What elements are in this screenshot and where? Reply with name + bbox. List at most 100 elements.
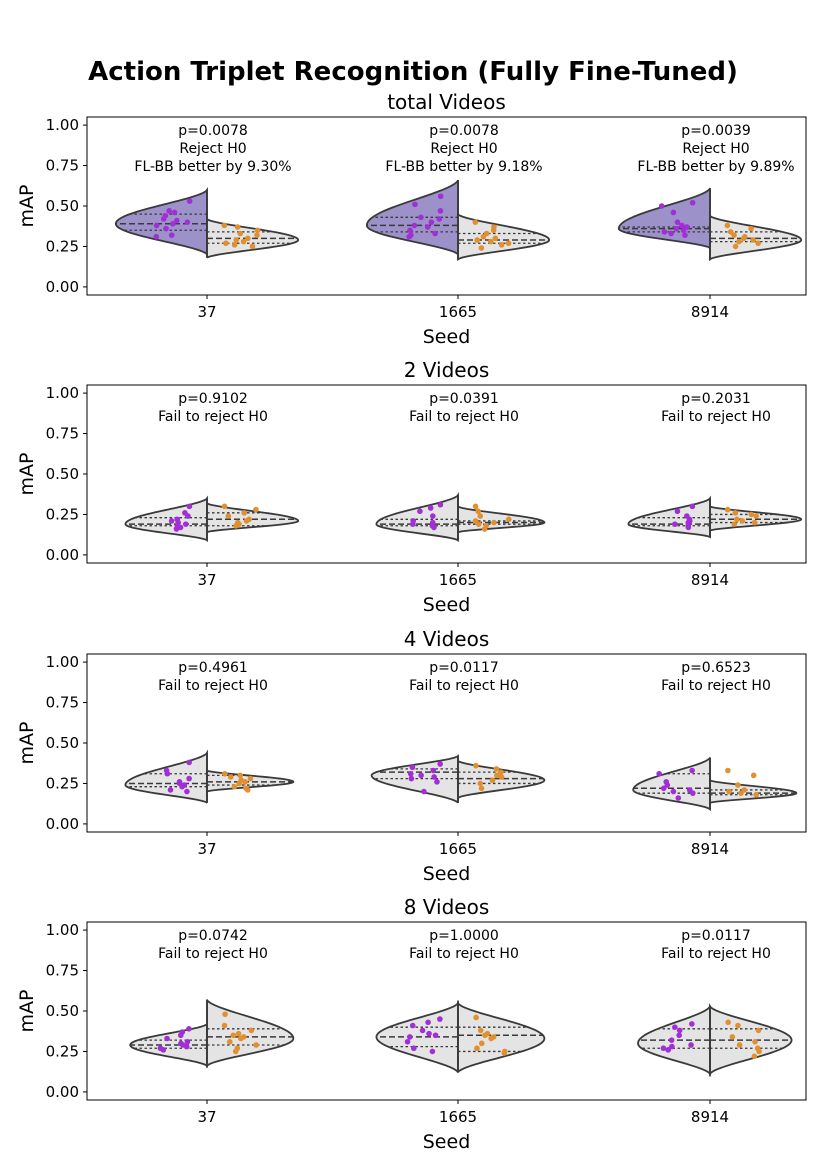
stat-annotation: p=0.0742 Fail to reject H0 [158, 928, 268, 962]
data-point-left [186, 198, 193, 204]
annotation-line: FL-BB better by 9.89% [637, 159, 794, 175]
data-point-left [168, 232, 175, 238]
annotation-line: FL-BB better by 9.30% [134, 159, 291, 175]
data-point-left [434, 779, 440, 785]
violin-group-37: p=0.9102 Fail to reject H0 [124, 391, 300, 542]
data-point-right [477, 1027, 484, 1034]
data-point-right [736, 1042, 743, 1048]
data-point-right [732, 510, 739, 516]
violin-group-37: p=0.4961 Fail to reject H0 [124, 660, 295, 804]
data-point-left [424, 224, 431, 230]
annotation-line: p=0.0742 [178, 928, 248, 944]
y-tick-label: 0.00 [46, 1083, 79, 1101]
annotation-line: Fail to reject H0 [409, 946, 519, 962]
x-axis: 37 1665 8914 [197, 832, 729, 858]
data-point-left [426, 1030, 432, 1037]
x-tick-label: 1665 [439, 303, 477, 321]
annotation-line: p=0.2031 [681, 391, 751, 407]
data-point-right [243, 518, 250, 524]
y-axis: 0.00 0.25 0.50 0.75 1.00 [46, 921, 87, 1101]
violin-half-left [370, 754, 459, 804]
violin-group-8914: p=0.6523 Fail to reject H0 [632, 660, 798, 812]
violin-group-8914: p=0.0039 Reject H0 FL-BB better by 9.89% [617, 123, 803, 262]
figure-title: Action Triplet Recognition (Fully Fine-T… [88, 57, 738, 87]
stat-annotation: p=0.0391 Fail to reject H0 [409, 391, 519, 425]
data-point-left [658, 203, 665, 209]
y-tick-label: 0.25 [46, 1042, 79, 1060]
data-point-right [222, 1011, 228, 1018]
data-point-left [411, 222, 418, 229]
data-point-right [472, 219, 479, 225]
data-point-right [498, 769, 504, 775]
annotation-line: Fail to reject H0 [409, 409, 519, 425]
data-point-right [472, 503, 479, 510]
data-point-right [245, 235, 251, 242]
data-point-left [689, 767, 695, 774]
data-point-left [183, 521, 189, 527]
x-tick-label: 1665 [439, 571, 477, 589]
data-point-right [731, 521, 738, 527]
data-point-left [421, 788, 427, 795]
data-point-left [167, 787, 174, 793]
y-tick-label: 1.00 [46, 921, 79, 939]
y-tick-label: 0.00 [46, 546, 79, 564]
data-point-left [186, 775, 192, 782]
x-tick-label: 37 [197, 571, 216, 589]
annotation-line: Fail to reject H0 [158, 678, 268, 694]
data-point-right [231, 783, 238, 790]
data-point-left [179, 783, 185, 790]
data-point-left [174, 217, 180, 224]
violin-half-right [709, 778, 798, 804]
x-axis-label: Seed [423, 1131, 471, 1153]
data-point-right [254, 232, 260, 238]
data-point-right [221, 503, 228, 510]
y-tick-label: 0.75 [46, 157, 79, 175]
violin-half-left [124, 495, 208, 542]
annotation-line: p=0.0078 [429, 123, 499, 139]
data-point-right [475, 521, 482, 527]
data-point-left [418, 772, 424, 779]
data-point-left [668, 1037, 675, 1043]
data-point-left [674, 219, 681, 225]
data-point-left [184, 1038, 191, 1045]
x-tick-label: 37 [197, 303, 216, 321]
x-axis-label: Seed [423, 863, 471, 885]
data-point-right [232, 1048, 239, 1055]
data-point-right [227, 1038, 233, 1045]
data-point-right [498, 242, 505, 248]
violin-half-left [632, 757, 711, 812]
violin-group-37: p=0.0742 Fail to reject H0 [129, 928, 295, 1069]
data-point-right [225, 513, 232, 519]
data-point-right [234, 224, 241, 230]
annotation-line: p=0.6523 [681, 660, 751, 676]
data-point-right [729, 1034, 736, 1040]
annotation-line: Fail to reject H0 [158, 409, 268, 425]
data-point-right [755, 240, 761, 247]
data-point-left [670, 209, 677, 216]
data-point-right [748, 511, 755, 518]
data-point-left [680, 227, 687, 234]
data-point-left [430, 513, 436, 519]
y-axis-label: mAP [16, 185, 38, 228]
x-tick-label: 8914 [691, 1108, 729, 1126]
data-point-right [752, 1038, 758, 1045]
data-point-right [478, 245, 485, 251]
data-point-right [231, 242, 238, 248]
y-tick-label: 0.75 [46, 425, 79, 443]
data-point-left [676, 1027, 683, 1034]
data-point-left [660, 1045, 667, 1052]
data-point-right [233, 522, 239, 529]
annotation-line: Fail to reject H0 [661, 678, 771, 694]
y-axis: 0.00 0.25 0.50 0.75 1.00 [46, 116, 87, 296]
data-point-left [437, 1016, 443, 1022]
data-point-right [240, 238, 247, 245]
violin-half-left [375, 492, 459, 542]
data-point-left [430, 767, 437, 774]
panel-title: 2 Videos [404, 358, 490, 382]
data-point-left [689, 199, 696, 206]
data-point-right [221, 1022, 228, 1029]
data-point-right [753, 791, 759, 798]
data-point-left [406, 233, 412, 240]
data-point-left [672, 521, 678, 527]
